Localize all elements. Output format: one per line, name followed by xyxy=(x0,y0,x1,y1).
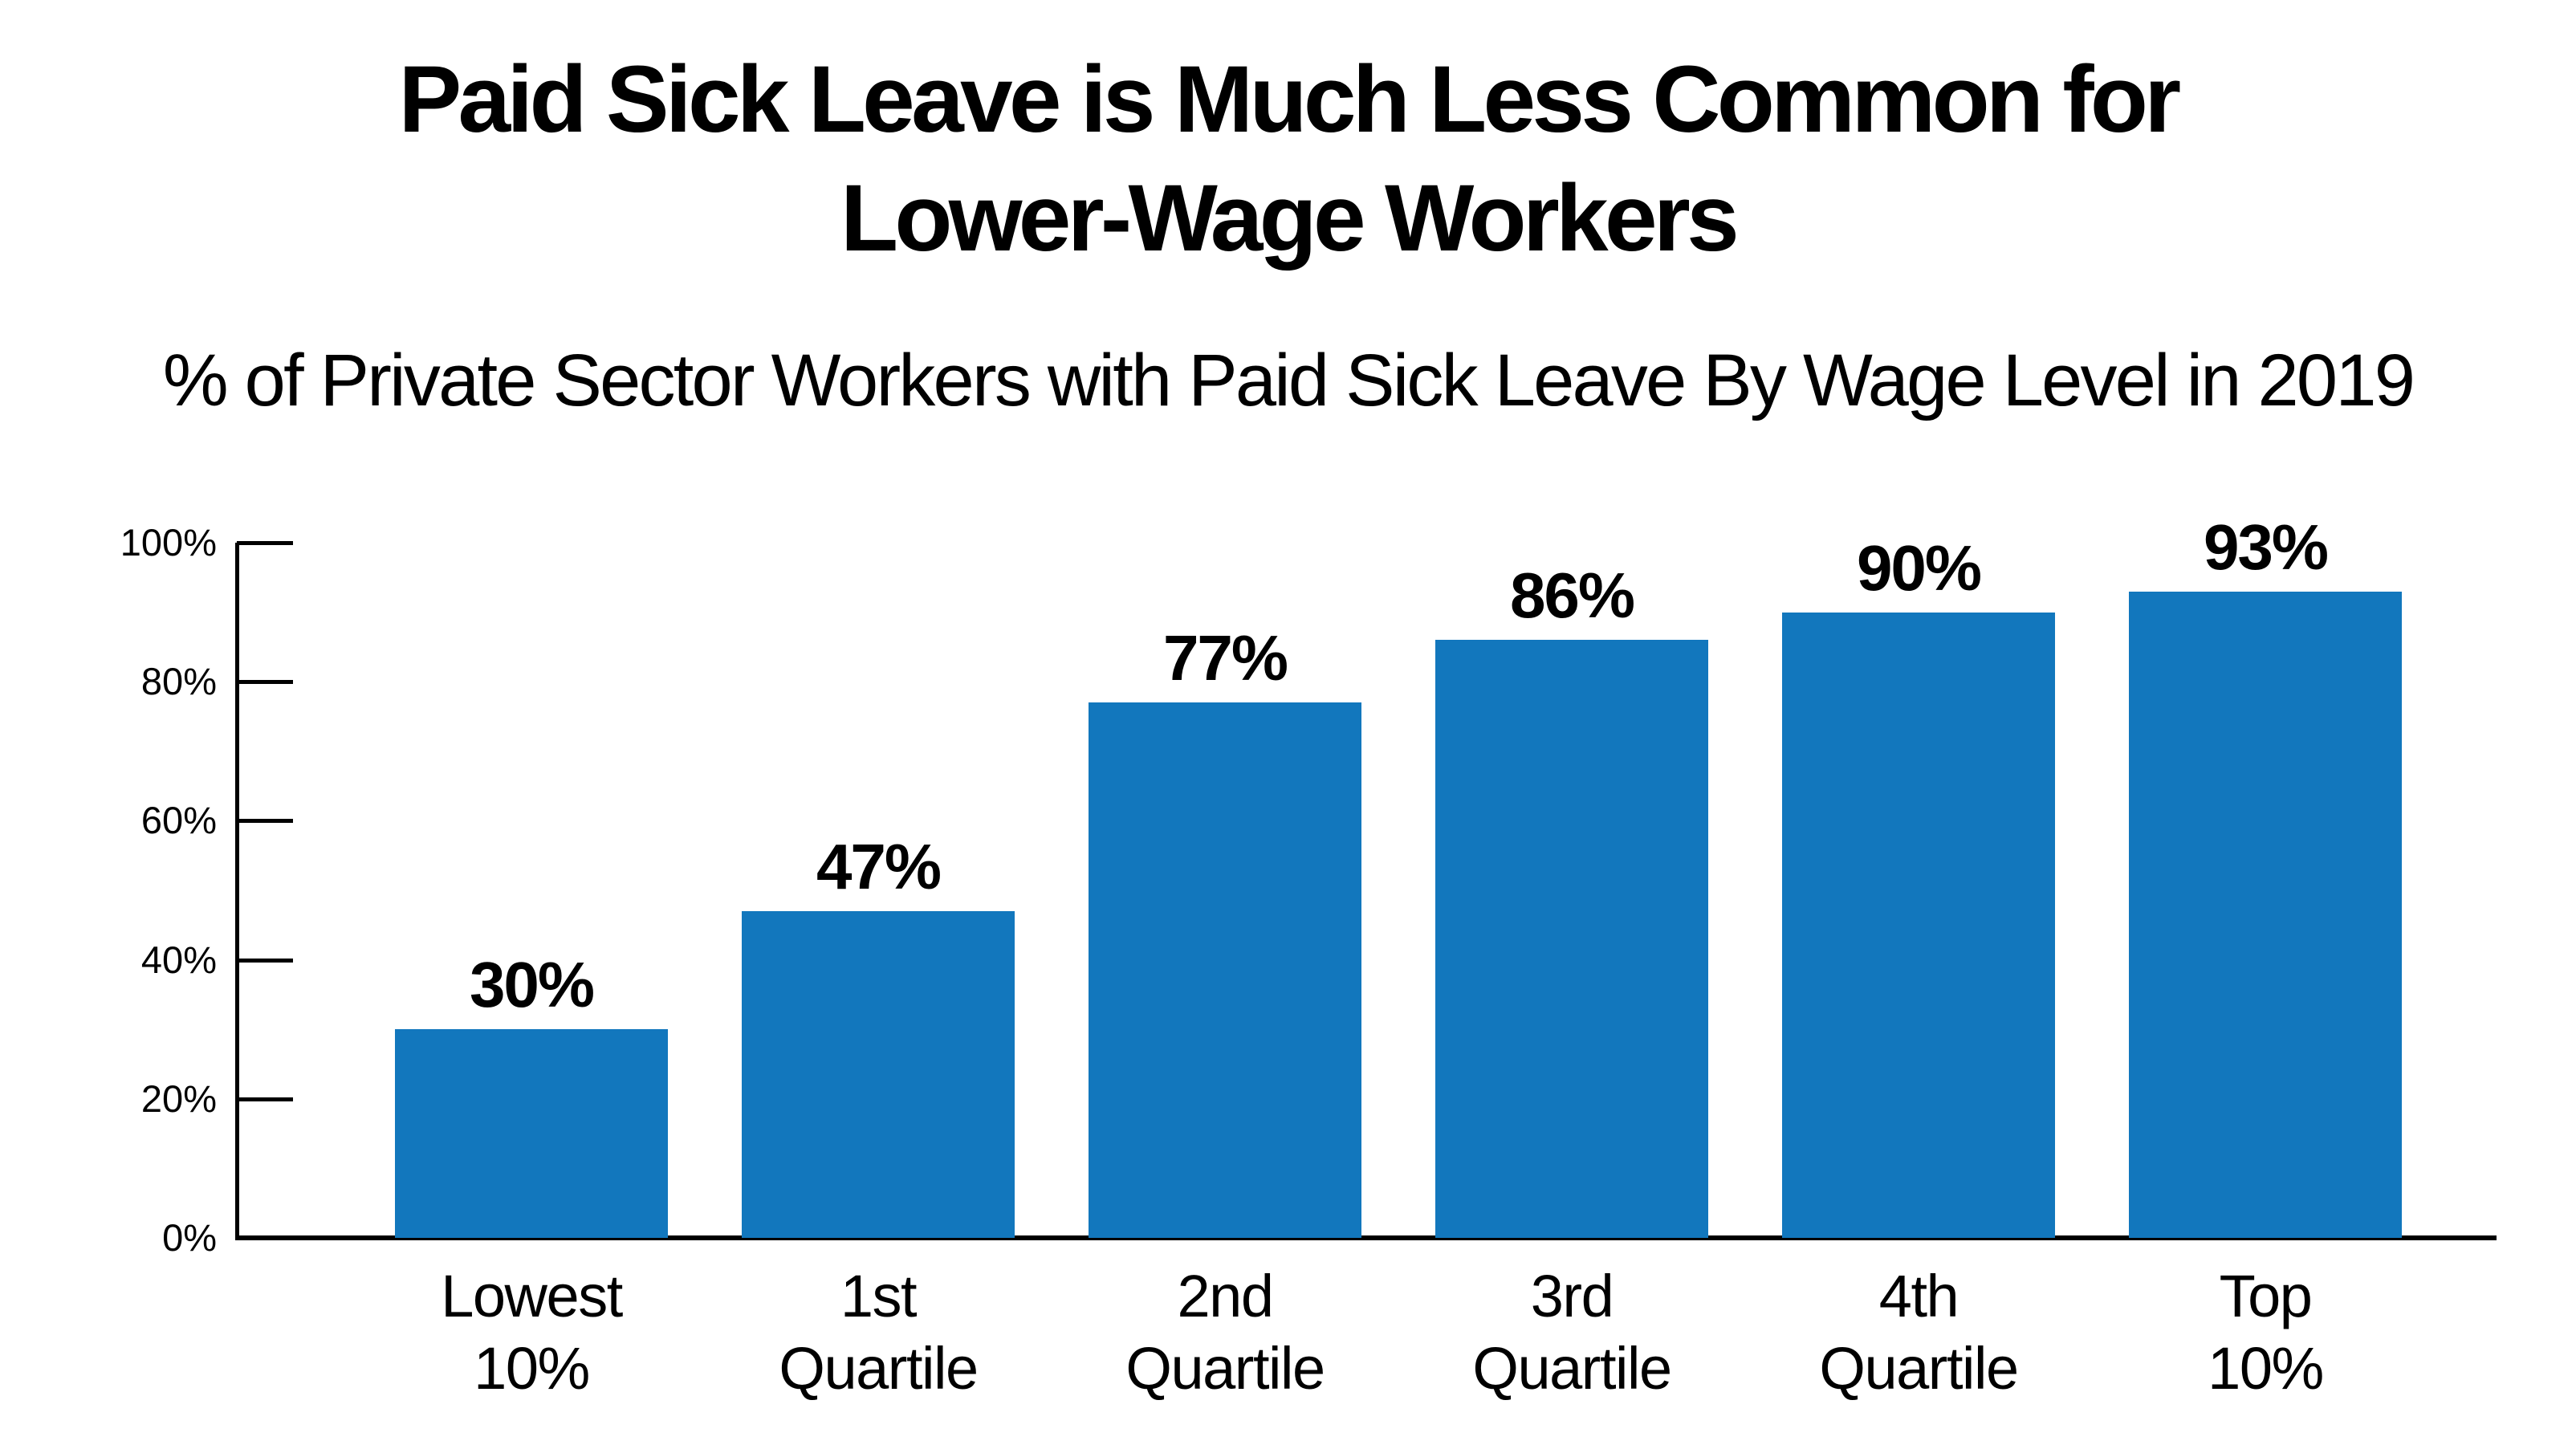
y-axis-labels: 0% 20% 40% 60% 80% 100% xyxy=(44,523,217,1258)
category-label-4: 3rd Quartile xyxy=(1472,1263,1672,1402)
bar-3 xyxy=(1089,702,1361,1238)
bar-6 xyxy=(2129,592,2402,1238)
bar-5 xyxy=(1782,613,2055,1238)
y-tick-60 xyxy=(237,819,293,824)
chart-title: Paid Sick Leave is Much Less Common for … xyxy=(398,47,2182,271)
chart-subtitle: % of Private Sector Workers with Paid Si… xyxy=(162,340,2415,421)
plot-area: 30% Lowest 10% 47% 1st Quartile 77% 2nd Quart… xyxy=(235,515,2497,1402)
bar-value-label-1: 30% xyxy=(469,949,595,1020)
y-tick-100 xyxy=(237,541,293,545)
y-tick-label-0: 0% xyxy=(162,1216,217,1259)
y-axis-line xyxy=(235,543,239,1240)
bar-4 xyxy=(1435,640,1708,1238)
y-tick-label-20: 20% xyxy=(140,1077,217,1120)
category-label-3: 2nd Quartile xyxy=(1125,1263,1325,1402)
bar-value-label-5: 90% xyxy=(1856,532,1982,604)
y-tick-40 xyxy=(237,958,293,963)
y-tick-label-40: 40% xyxy=(140,938,217,981)
category-label-2: 1st Quartile xyxy=(779,1263,979,1402)
category-label-6: Top 10% xyxy=(2208,1263,2324,1402)
y-tick-label-100: 100% xyxy=(120,521,217,564)
bar-value-label-4: 86% xyxy=(1509,560,1635,631)
bar-2 xyxy=(742,911,1015,1238)
bar-value-label-6: 93% xyxy=(2203,511,2329,583)
y-tick-label-80: 80% xyxy=(140,660,217,703)
bar-value-label-3: 77% xyxy=(1162,622,1288,694)
y-tick-80 xyxy=(237,680,293,685)
y-tick-label-60: 60% xyxy=(140,799,217,842)
bar-value-label-2: 47% xyxy=(816,831,942,902)
bar-1 xyxy=(395,1029,668,1238)
category-label-1: Lowest 10% xyxy=(441,1263,623,1402)
y-tick-20 xyxy=(237,1097,293,1101)
category-label-5: 4th Quartile xyxy=(1819,1263,2019,1402)
x-axis-line xyxy=(235,1235,2497,1240)
